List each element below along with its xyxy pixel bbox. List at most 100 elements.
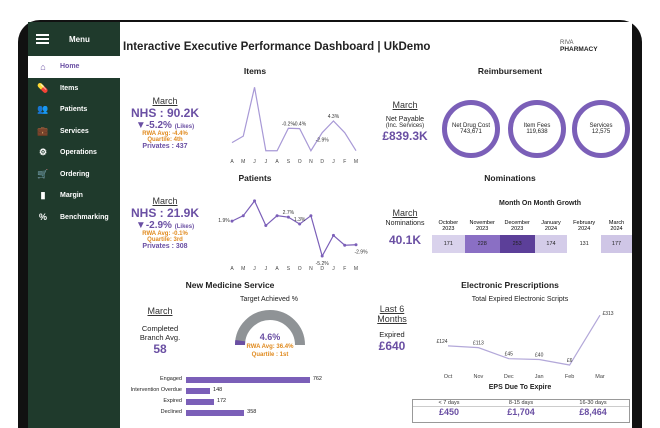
patients-nhs: NHS : 21.9K [130,206,200,220]
mom-month: December [504,220,530,226]
reimbursement-circle-2: Item Fees 119,638 [508,100,566,158]
mom-cell: 177 [601,235,632,253]
sidebar-item-operations[interactable]: ⚙ Operations [28,142,120,164]
sidebar-item-benchmarking[interactable]: % Benchmarking [28,207,120,229]
nms-bar-value: 358 [247,409,257,415]
items-series-line [231,87,357,152]
nominations-label: Nominations [385,220,425,227]
patients-point [253,199,257,203]
eps-tick-label: Mar [595,374,605,380]
patients-line-chart: 1.9% 2.7%1.3% -5.2% -2.9% A M J J A S O N D J F M [218,199,368,272]
patients-data-label: -5.2% [316,261,330,267]
mom-month: November [469,220,495,226]
mom-year: 2023 [442,226,455,232]
eps-due-cell: 8-15 days £1,704 [485,400,557,420]
patients-tick-label: S [287,266,291,272]
items-tick-label: S [287,159,291,165]
sidebar: Menu ⌂ Home 💊 Items 👥 Patients 💼 Services ⚙ Opera… [28,22,120,428]
patients-tick-label: O [298,266,302,272]
nominations-kpi: March Nominations 40.1K [365,208,445,247]
hamburger-icon[interactable] [36,32,49,46]
patients-tick-label: M [241,266,245,272]
mom-year: 2023 [476,226,489,232]
sidebar-item-margin[interactable]: ▮ Margin [28,185,120,207]
items-title: Items [243,66,267,76]
sidebar-item-items[interactable]: 💊 Items [28,78,120,100]
eps-tick-label: Feb [565,374,574,380]
items-change: ▼-5.2% (Likes) [120,120,210,131]
main-content: Interactive Executive Performance Dashbo… [120,22,632,428]
patients-point [275,214,279,218]
mom-month: October [438,220,459,226]
gear-icon: ⚙ [38,147,48,158]
reimbursement-month: March [392,100,418,110]
reimbursement-circle-1: Net Drug Cost 743,671 [442,100,500,158]
sidebar-item-label: Operations [60,149,97,157]
sidebar-item-services[interactable]: 💼 Services [28,121,120,143]
mom-growth-title: Month On Month Growth [498,200,582,207]
items-tick-label: A [230,159,234,165]
nms-bar [186,399,214,405]
sidebar-item-label: Items [60,84,79,92]
sidebar-item-patients[interactable]: 👥 Patients [28,99,120,121]
eps-expired-value: £640 [378,339,406,353]
eps-tick-label: Oct [444,374,453,380]
patients-tick-label: A [275,266,279,272]
mom-month: February [573,220,596,226]
net-payable-value: £839.3K [382,129,428,143]
sidebar-item-label: Home [60,63,80,71]
items-privates: Privates : 437 [142,143,188,150]
nominations-title: Nominations [484,173,536,183]
mom-year: 2024 [578,226,591,232]
items-data-label: 4.3% [328,114,340,120]
reimbursement-circle-3: Services 12,575 [572,100,630,158]
eps-kpi: Last 6 Months Expired £640 [362,304,422,353]
cart-icon: 🛒 [37,168,49,179]
items-tick-label: J [253,159,256,165]
circle-value: 119,638 [526,129,548,135]
eps-tick-label: Jan [535,374,544,380]
sidebar-item-label: Services [60,127,89,135]
items-tick-label: J [332,159,335,165]
items-tick-label: J [265,159,268,165]
items-nhs: NHS : 90.2K [130,106,200,120]
patients-title: Patients [238,173,272,183]
eps-due-header: 16-30 days [557,400,629,407]
eps-expired-label: Expired [379,330,405,339]
mom-month-header: December 2023 [500,217,535,235]
patients-point [264,224,268,228]
nms-bar [186,388,211,394]
nms-bar [186,377,310,383]
sidebar-item-home[interactable]: ⌂ Home [28,56,120,78]
items-data-label: -0.4% [293,122,307,128]
sidebar-item-ordering[interactable]: 🛒 Ordering [28,164,120,186]
eps-due-value: £1,704 [507,407,535,417]
menu-header[interactable]: Menu [28,22,120,56]
patients-point [309,214,313,218]
mom-year: 2024 [610,226,623,232]
nominations-month: March [392,208,418,218]
patients-month: March [152,196,178,206]
nms-bar-value: 172 [216,398,227,404]
eps-series-line [447,314,601,366]
eps-due-header: < 7 days [413,400,485,407]
sidebar-item-label: Benchmarking [60,213,109,221]
patients-data-label: 2.7% [283,210,295,216]
patients-privates: Privates : 308 [142,243,188,250]
gauge-track [235,310,305,346]
patients-tick-label: M [354,266,358,272]
patients-tick-label: J [265,266,268,272]
items-change-value: ▼-5.2% [135,120,172,131]
eps-due-cell: 16-30 days £8,464 [557,400,629,420]
patients-change: ▼-2.9% (Likes) [120,220,210,231]
items-tick-label: N [309,159,313,165]
eps-line-chart: £124 £113 £45 £40 £6 £313 Oct Nov Dec Jan Feb Mar [436,311,613,380]
reimbursement-kpi: March Net Payable (Inc. Services) £839.3… [365,100,445,143]
patients-icon: 👥 [37,104,49,115]
eps-due-header: 8-15 days [485,400,557,407]
eps-data-label: £45 [505,352,514,358]
nms-bar-label: Engaged [159,376,182,382]
nms-title: New Medicine Service [185,280,275,290]
patients-data-label: 1.3% [294,217,306,223]
net-payable-label: Net Payable [385,116,425,123]
